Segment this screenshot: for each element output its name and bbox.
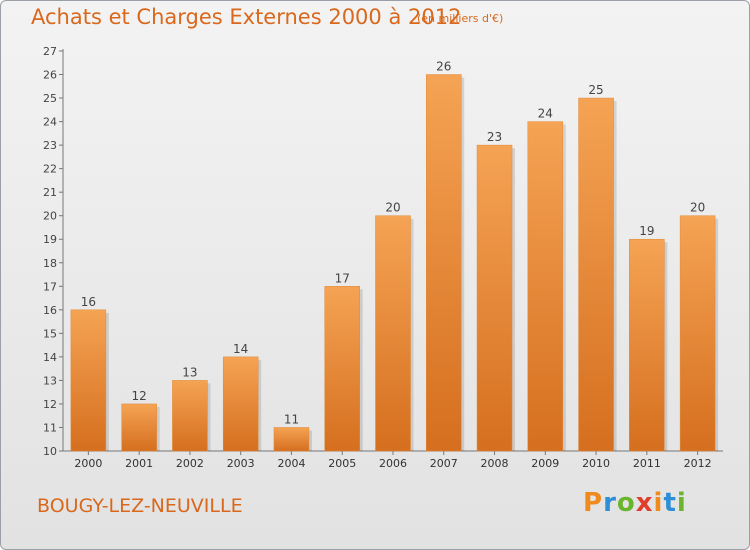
location-name: BOUGY-LEZ-NEUVILLE (37, 495, 243, 517)
y-tick-label: 20 (43, 210, 57, 223)
bar-value-label: 16 (81, 295, 96, 309)
logo-letter: x (635, 488, 654, 518)
y-tick-label: 17 (43, 280, 57, 293)
x-tick-label: 2005 (328, 457, 356, 470)
x-tick-label: 2007 (430, 457, 458, 470)
x-tick-label: 2001 (125, 457, 153, 470)
x-tick-label: 2003 (227, 457, 255, 470)
logo-letter: i (653, 488, 664, 518)
y-tick-label: 22 (43, 163, 57, 176)
x-tick-label: 2000 (74, 457, 102, 470)
x-tick-label: 2009 (531, 457, 559, 470)
x-tick-label: 2012 (684, 457, 712, 470)
bar-2009 (527, 121, 564, 452)
logo-letter: i (676, 488, 687, 518)
bar-2010 (578, 97, 614, 452)
y-tick-label: 26 (43, 69, 57, 82)
x-tick-label: 2004 (277, 457, 305, 470)
bar-2008 (476, 144, 513, 452)
y-tick-label: 25 (43, 92, 57, 105)
bar-value-label: 19 (639, 224, 654, 238)
bar-2007 (426, 74, 462, 452)
bar-value-label: 20 (385, 201, 400, 215)
bar-value-label: 11 (284, 412, 299, 426)
bar-2000 (70, 309, 107, 452)
bar-value-label: 25 (588, 83, 603, 97)
x-tick-label: 2011 (633, 457, 661, 470)
bar-2005 (324, 286, 360, 452)
bar-value-label: 20 (690, 201, 705, 215)
chart-subtitle: (en milliers d'€) (417, 12, 504, 25)
bar-value-label: 24 (538, 107, 553, 121)
bar-2011 (629, 238, 665, 452)
logo-letter: o (616, 488, 636, 518)
logo-letter: r (603, 488, 617, 518)
y-tick-label: 21 (43, 186, 57, 199)
proxiti-logo: Proxiti (583, 488, 687, 518)
y-tick-label: 24 (43, 116, 57, 129)
bar-2012 (679, 215, 716, 452)
logo-letter: t (663, 488, 677, 518)
bar-2006 (375, 215, 411, 452)
chart-title: Achats et Charges Externes 2000 à 2012 (31, 5, 462, 29)
y-tick-label: 23 (43, 139, 57, 152)
y-tick-label: 10 (43, 445, 57, 458)
y-tick-label: 16 (43, 304, 57, 317)
x-tick-label: 2006 (379, 457, 407, 470)
x-tick-label: 2008 (481, 457, 509, 470)
bar-value-label: 23 (487, 130, 502, 144)
bar-value-label: 14 (233, 342, 248, 356)
bar-2001 (121, 403, 157, 452)
y-tick-label: 15 (43, 327, 57, 340)
logo-letter: P (583, 488, 604, 518)
x-tick-label: 2002 (176, 457, 204, 470)
x-tick-label: 2010 (582, 457, 610, 470)
bar-value-label: 17 (335, 271, 350, 285)
y-tick-label: 13 (43, 374, 57, 387)
bar-2002 (172, 380, 208, 452)
y-tick-label: 18 (43, 257, 57, 270)
y-tick-label: 12 (43, 398, 57, 411)
y-tick-label: 11 (43, 421, 57, 434)
y-tick-label: 19 (43, 233, 57, 246)
y-tick-label: 27 (43, 45, 57, 58)
bar-value-label: 26 (436, 60, 451, 74)
bar-2003 (222, 356, 259, 452)
bar-2004 (273, 427, 310, 452)
bar-value-label: 13 (182, 365, 197, 379)
y-tick-label: 14 (43, 351, 57, 364)
bar-value-label: 12 (132, 389, 147, 403)
